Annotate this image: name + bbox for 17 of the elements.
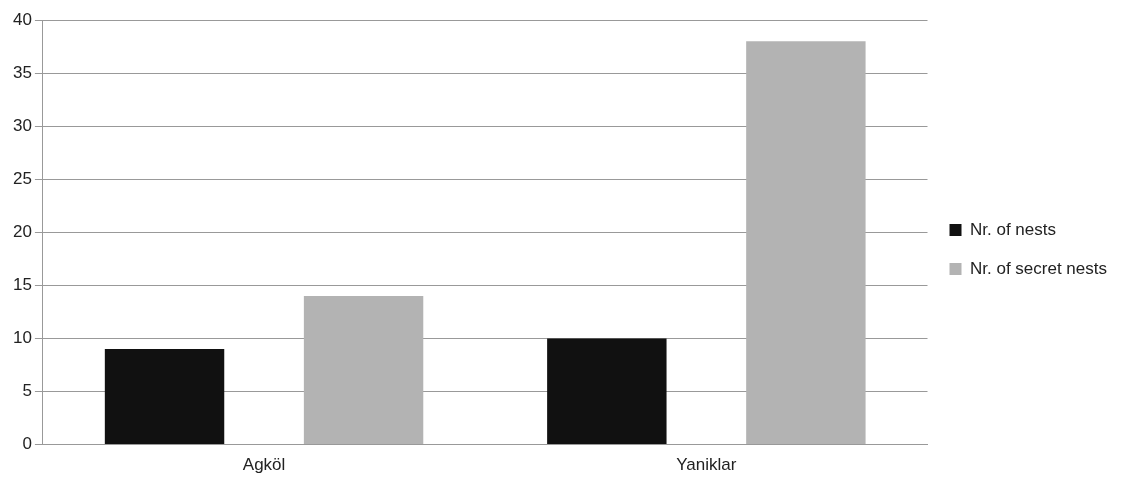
y-tick-label: 10 [12, 328, 32, 348]
y-tick-label: 5 [22, 381, 32, 401]
legend-label: Nr. of nests [970, 219, 1056, 239]
y-tick-label: 40 [12, 9, 32, 29]
y-tick-label: 0 [22, 434, 32, 454]
bar [104, 349, 225, 445]
bar [547, 338, 667, 445]
bar [303, 295, 424, 445]
y-tick-label: 30 [12, 115, 32, 135]
y-tick-label: 25 [12, 168, 32, 188]
legend-label: Nr. of secret nests [970, 258, 1107, 278]
y-tick-label: 15 [12, 275, 32, 295]
y-tick-label: 35 [12, 62, 32, 82]
x-tick-label: Agköl [242, 455, 286, 475]
x-tick-label: Yaniklar [676, 455, 737, 475]
y-tick-label: 20 [12, 221, 32, 241]
bar [746, 41, 866, 445]
